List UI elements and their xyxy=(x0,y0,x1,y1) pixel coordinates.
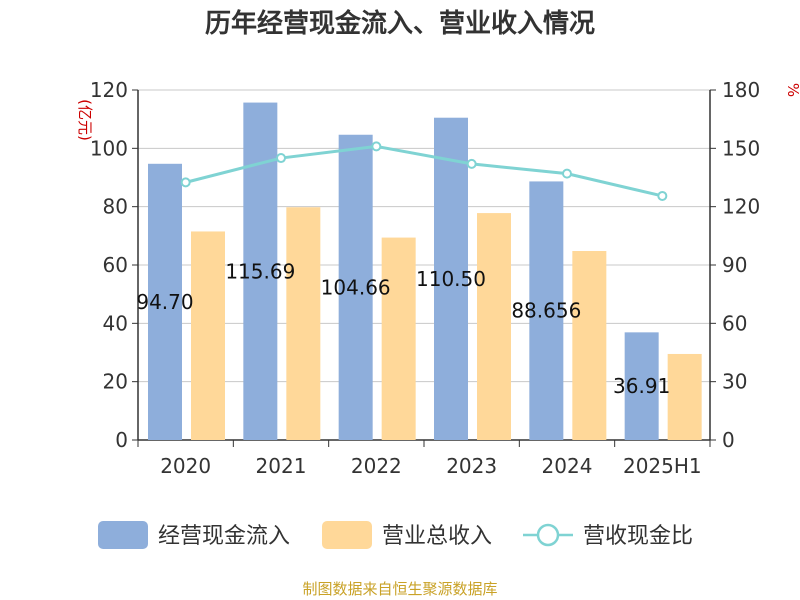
ratio-point xyxy=(180,177,191,188)
axes: 0 20 40 60 80 100 120 0 30 60 90 120 150 180 2020 2021 2… xyxy=(90,78,760,478)
left-axis-unit: (亿元) xyxy=(76,99,94,141)
right-axis-tick-label: 30 xyxy=(722,370,747,394)
x-axis-tick-label: 2025H1 xyxy=(623,454,702,478)
cash-inflow-bar xyxy=(624,332,659,440)
cash-inflow-bar xyxy=(529,181,564,441)
right-axis-tick-label: 120 xyxy=(722,195,760,219)
left-axis-tick-label: 120 xyxy=(90,78,128,102)
ratio-line xyxy=(180,141,668,201)
right-axis-tick-label: 150 xyxy=(722,136,760,160)
cash-inflow-bar xyxy=(338,134,373,440)
x-axis-tick-label: 2020 xyxy=(160,454,211,478)
data-labels: 94.70 115.69 104.66 110.50 88.656 36.91 xyxy=(136,259,670,398)
ratio-series-line xyxy=(185,144,663,198)
left-axis-tick-label: 40 xyxy=(103,311,128,335)
right-axis-tick-label: 90 xyxy=(722,253,747,277)
left-axis-tick-label: 20 xyxy=(103,370,128,394)
cash-inflow-value-label: 88.656 xyxy=(511,299,581,323)
ratio-point xyxy=(657,190,668,201)
cash-inflow-bar xyxy=(148,163,182,440)
cash-inflow-value-label: 115.69 xyxy=(225,259,295,283)
legend: 经营现金流入 营业总收入 营收现金比 xyxy=(98,521,693,549)
source-note: 制图数据来自恒生聚源数据库 xyxy=(302,580,497,598)
bars xyxy=(148,102,702,441)
cash-inflow-value-label: 94.70 xyxy=(136,290,193,314)
ratio-point xyxy=(562,168,572,179)
revenue-bar xyxy=(286,207,321,440)
cash-inflow-bar xyxy=(434,117,468,440)
legend-ratio-label: 营收现金比 xyxy=(583,524,693,549)
legend-revenue-label: 营业总收入 xyxy=(382,524,492,549)
right-axis-unit: % xyxy=(784,83,800,97)
x-axis-tick-label: 2023 xyxy=(446,454,497,478)
cash-inflow-bar xyxy=(243,102,278,440)
revenue-bar xyxy=(667,353,702,440)
revenue-bar xyxy=(572,251,607,440)
cash-inflow-value-label: 110.50 xyxy=(416,267,486,291)
chart-title: 历年经营现金流入、营业收入情况 xyxy=(205,8,595,39)
x-axis-tick-label: 2022 xyxy=(351,454,402,478)
x-axis-tick-label: 2021 xyxy=(256,454,307,478)
revenue-bar xyxy=(191,231,225,440)
legend-ratio-marker xyxy=(536,523,560,547)
cash-inflow-value-label: 36.91 xyxy=(613,374,670,398)
left-axis-tick-label: 80 xyxy=(103,195,128,219)
gridlines xyxy=(138,89,710,383)
x-axis-tick-label: 2024 xyxy=(542,454,593,478)
revenue-bar xyxy=(477,213,511,440)
ratio-point xyxy=(466,158,477,169)
legend-revenue-swatch xyxy=(322,521,372,549)
ratio-point xyxy=(371,141,382,152)
revenue-bar xyxy=(381,237,416,440)
ratio-point xyxy=(276,153,286,164)
right-axis-tick-label: 60 xyxy=(722,311,747,335)
cash-inflow-value-label: 104.66 xyxy=(321,275,391,299)
legend-cash-swatch xyxy=(98,521,148,549)
left-axis-tick-label: 60 xyxy=(103,253,128,277)
left-axis-tick-label: 100 xyxy=(90,136,128,160)
left-axis-tick-label: 0 xyxy=(115,428,128,452)
right-axis-tick-label: 180 xyxy=(722,78,760,102)
legend-cash-label: 经营现金流入 xyxy=(158,524,290,549)
right-axis-tick-label: 0 xyxy=(722,428,735,452)
